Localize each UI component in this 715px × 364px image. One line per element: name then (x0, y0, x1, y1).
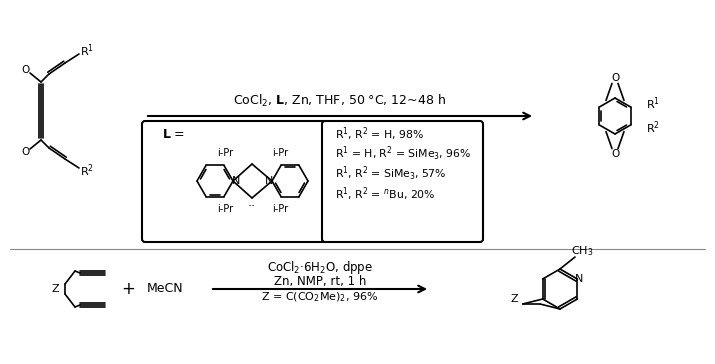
Text: O: O (611, 74, 619, 83)
Text: R$^2$: R$^2$ (646, 120, 660, 136)
Text: Z = C(CO$_2$Me)$_2$, 96%: Z = C(CO$_2$Me)$_2$, 96% (261, 290, 379, 304)
Text: R$^1$, R$^2$ = SiMe$_3$, 57%: R$^1$, R$^2$ = SiMe$_3$, 57% (335, 165, 447, 183)
Text: R$^1$: R$^1$ (80, 43, 94, 59)
Text: R$^1$, R$^2$ = $^n$Bu, 20%: R$^1$, R$^2$ = $^n$Bu, 20% (335, 185, 435, 203)
Text: i-Pr: i-Pr (217, 204, 233, 214)
Text: N: N (575, 274, 583, 284)
Text: O: O (21, 65, 29, 75)
Text: $\mathbf{L}$ =: $\mathbf{L}$ = (162, 127, 185, 141)
Text: R$^1$ = H, R$^2$ = SiMe$_3$, 96%: R$^1$ = H, R$^2$ = SiMe$_3$, 96% (335, 145, 471, 163)
Text: CoCl$_2$, $\mathbf{L}$, Zn, THF, 50 °C, 12~48 h: CoCl$_2$, $\mathbf{L}$, Zn, THF, 50 °C, … (234, 93, 446, 109)
Text: R$^1$, R$^2$ = H, 98%: R$^1$, R$^2$ = H, 98% (335, 125, 424, 143)
Text: Z: Z (511, 294, 518, 304)
Text: CH$_3$: CH$_3$ (571, 244, 593, 258)
Text: i-Pr: i-Pr (217, 148, 233, 158)
FancyBboxPatch shape (322, 121, 483, 242)
Text: +: + (121, 280, 135, 298)
Text: MeCN: MeCN (147, 282, 183, 296)
Text: N: N (265, 176, 273, 186)
Text: O: O (21, 147, 29, 157)
Text: CoCl$_2$·6H$_2$O, dppe: CoCl$_2$·6H$_2$O, dppe (267, 258, 373, 276)
Text: N: N (232, 176, 240, 186)
Text: i-Pr: i-Pr (272, 148, 288, 158)
Text: Zn, NMP, rt, 1 h: Zn, NMP, rt, 1 h (274, 274, 366, 288)
Text: R$^1$: R$^1$ (646, 96, 660, 112)
Text: O: O (611, 149, 619, 159)
Text: ··: ·· (248, 201, 256, 214)
Text: Z: Z (51, 284, 59, 294)
Text: R$^2$: R$^2$ (80, 163, 94, 179)
FancyBboxPatch shape (142, 121, 328, 242)
Text: i-Pr: i-Pr (272, 204, 288, 214)
